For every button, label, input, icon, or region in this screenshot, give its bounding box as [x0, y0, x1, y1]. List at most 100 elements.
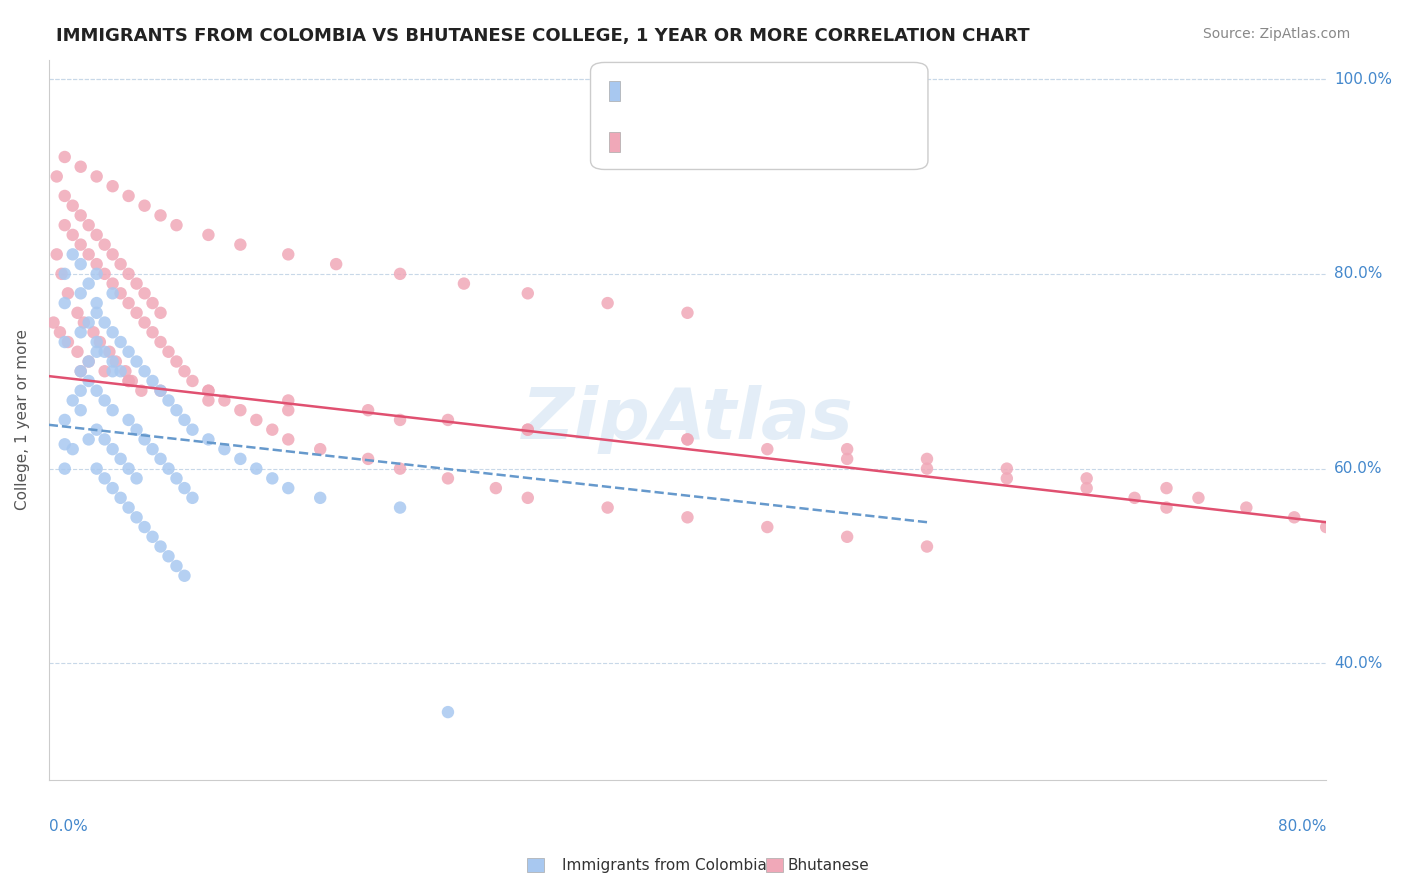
Point: [596, 500, 619, 515]
Point: [1234, 500, 1257, 515]
Point: [166, 218, 188, 232]
Point: [837, 530, 859, 544]
Point: [389, 500, 412, 515]
Point: [141, 442, 163, 457]
Point: [995, 471, 1018, 485]
Point: [101, 247, 124, 261]
Point: [69, 364, 91, 378]
Point: [173, 481, 195, 495]
Point: [125, 306, 148, 320]
Point: [676, 510, 699, 524]
Point: [86, 423, 108, 437]
Point: [676, 306, 699, 320]
Point: [245, 413, 267, 427]
Point: [134, 199, 156, 213]
Point: [245, 461, 267, 475]
Point: [77, 277, 100, 291]
Point: [437, 705, 460, 719]
Point: [53, 150, 76, 164]
Point: [1123, 491, 1146, 505]
Point: [149, 384, 172, 398]
Point: [86, 384, 108, 398]
Text: Immigrants from Colombia: Immigrants from Colombia: [562, 858, 768, 872]
Point: [110, 286, 132, 301]
Point: [149, 306, 172, 320]
Text: ZipAtlas: ZipAtlas: [522, 385, 853, 454]
Point: [93, 267, 115, 281]
Point: [125, 510, 148, 524]
Point: [86, 169, 108, 184]
Point: [89, 334, 111, 349]
Point: [117, 500, 139, 515]
Point: [173, 413, 195, 427]
Point: [110, 451, 132, 466]
Point: [56, 286, 79, 301]
Point: [86, 257, 108, 271]
Point: [149, 209, 172, 223]
Point: [134, 316, 156, 330]
Point: [86, 267, 108, 281]
Point: [134, 286, 156, 301]
Point: [389, 413, 412, 427]
Point: [77, 218, 100, 232]
Point: [101, 326, 124, 340]
Point: [166, 403, 188, 417]
Point: [995, 461, 1018, 475]
Point: [114, 364, 136, 378]
Point: [325, 257, 347, 271]
Point: [676, 433, 699, 447]
Point: [262, 423, 284, 437]
Point: [357, 403, 380, 417]
Point: [357, 451, 380, 466]
Point: [69, 286, 91, 301]
Point: [125, 277, 148, 291]
Point: [309, 442, 332, 457]
Point: [93, 237, 115, 252]
Y-axis label: College, 1 year or more: College, 1 year or more: [15, 329, 30, 510]
Point: [49, 326, 72, 340]
Point: [134, 433, 156, 447]
Point: [53, 437, 76, 451]
Point: [1156, 481, 1178, 495]
Point: [277, 481, 299, 495]
Point: [69, 326, 91, 340]
Point: [53, 189, 76, 203]
Point: [214, 393, 236, 408]
Point: [62, 199, 84, 213]
Point: [1076, 471, 1098, 485]
Point: [110, 334, 132, 349]
Point: [110, 364, 132, 378]
Point: [53, 461, 76, 475]
Point: [110, 257, 132, 271]
Point: [62, 227, 84, 242]
Point: [86, 344, 108, 359]
Text: 100.0%: 100.0%: [1334, 71, 1392, 87]
Point: [93, 471, 115, 485]
Point: [157, 549, 180, 564]
Point: [86, 334, 108, 349]
Point: [93, 393, 115, 408]
Point: [437, 471, 460, 485]
Point: [277, 393, 299, 408]
Point: [101, 354, 124, 368]
Point: [45, 169, 67, 184]
Point: [389, 267, 412, 281]
Point: [53, 334, 76, 349]
Point: [53, 413, 76, 427]
Point: [516, 491, 538, 505]
Point: [141, 296, 163, 310]
Point: [157, 344, 180, 359]
Point: [117, 189, 139, 203]
Point: [69, 364, 91, 378]
Point: [53, 267, 76, 281]
Point: [66, 344, 89, 359]
Text: 60.0%: 60.0%: [1334, 461, 1382, 476]
Text: Bhutanese: Bhutanese: [787, 858, 869, 872]
Point: [676, 433, 699, 447]
Point: [93, 364, 115, 378]
Point: [915, 540, 938, 554]
Point: [86, 227, 108, 242]
Point: [45, 247, 67, 261]
Point: [77, 354, 100, 368]
Point: [596, 296, 619, 310]
